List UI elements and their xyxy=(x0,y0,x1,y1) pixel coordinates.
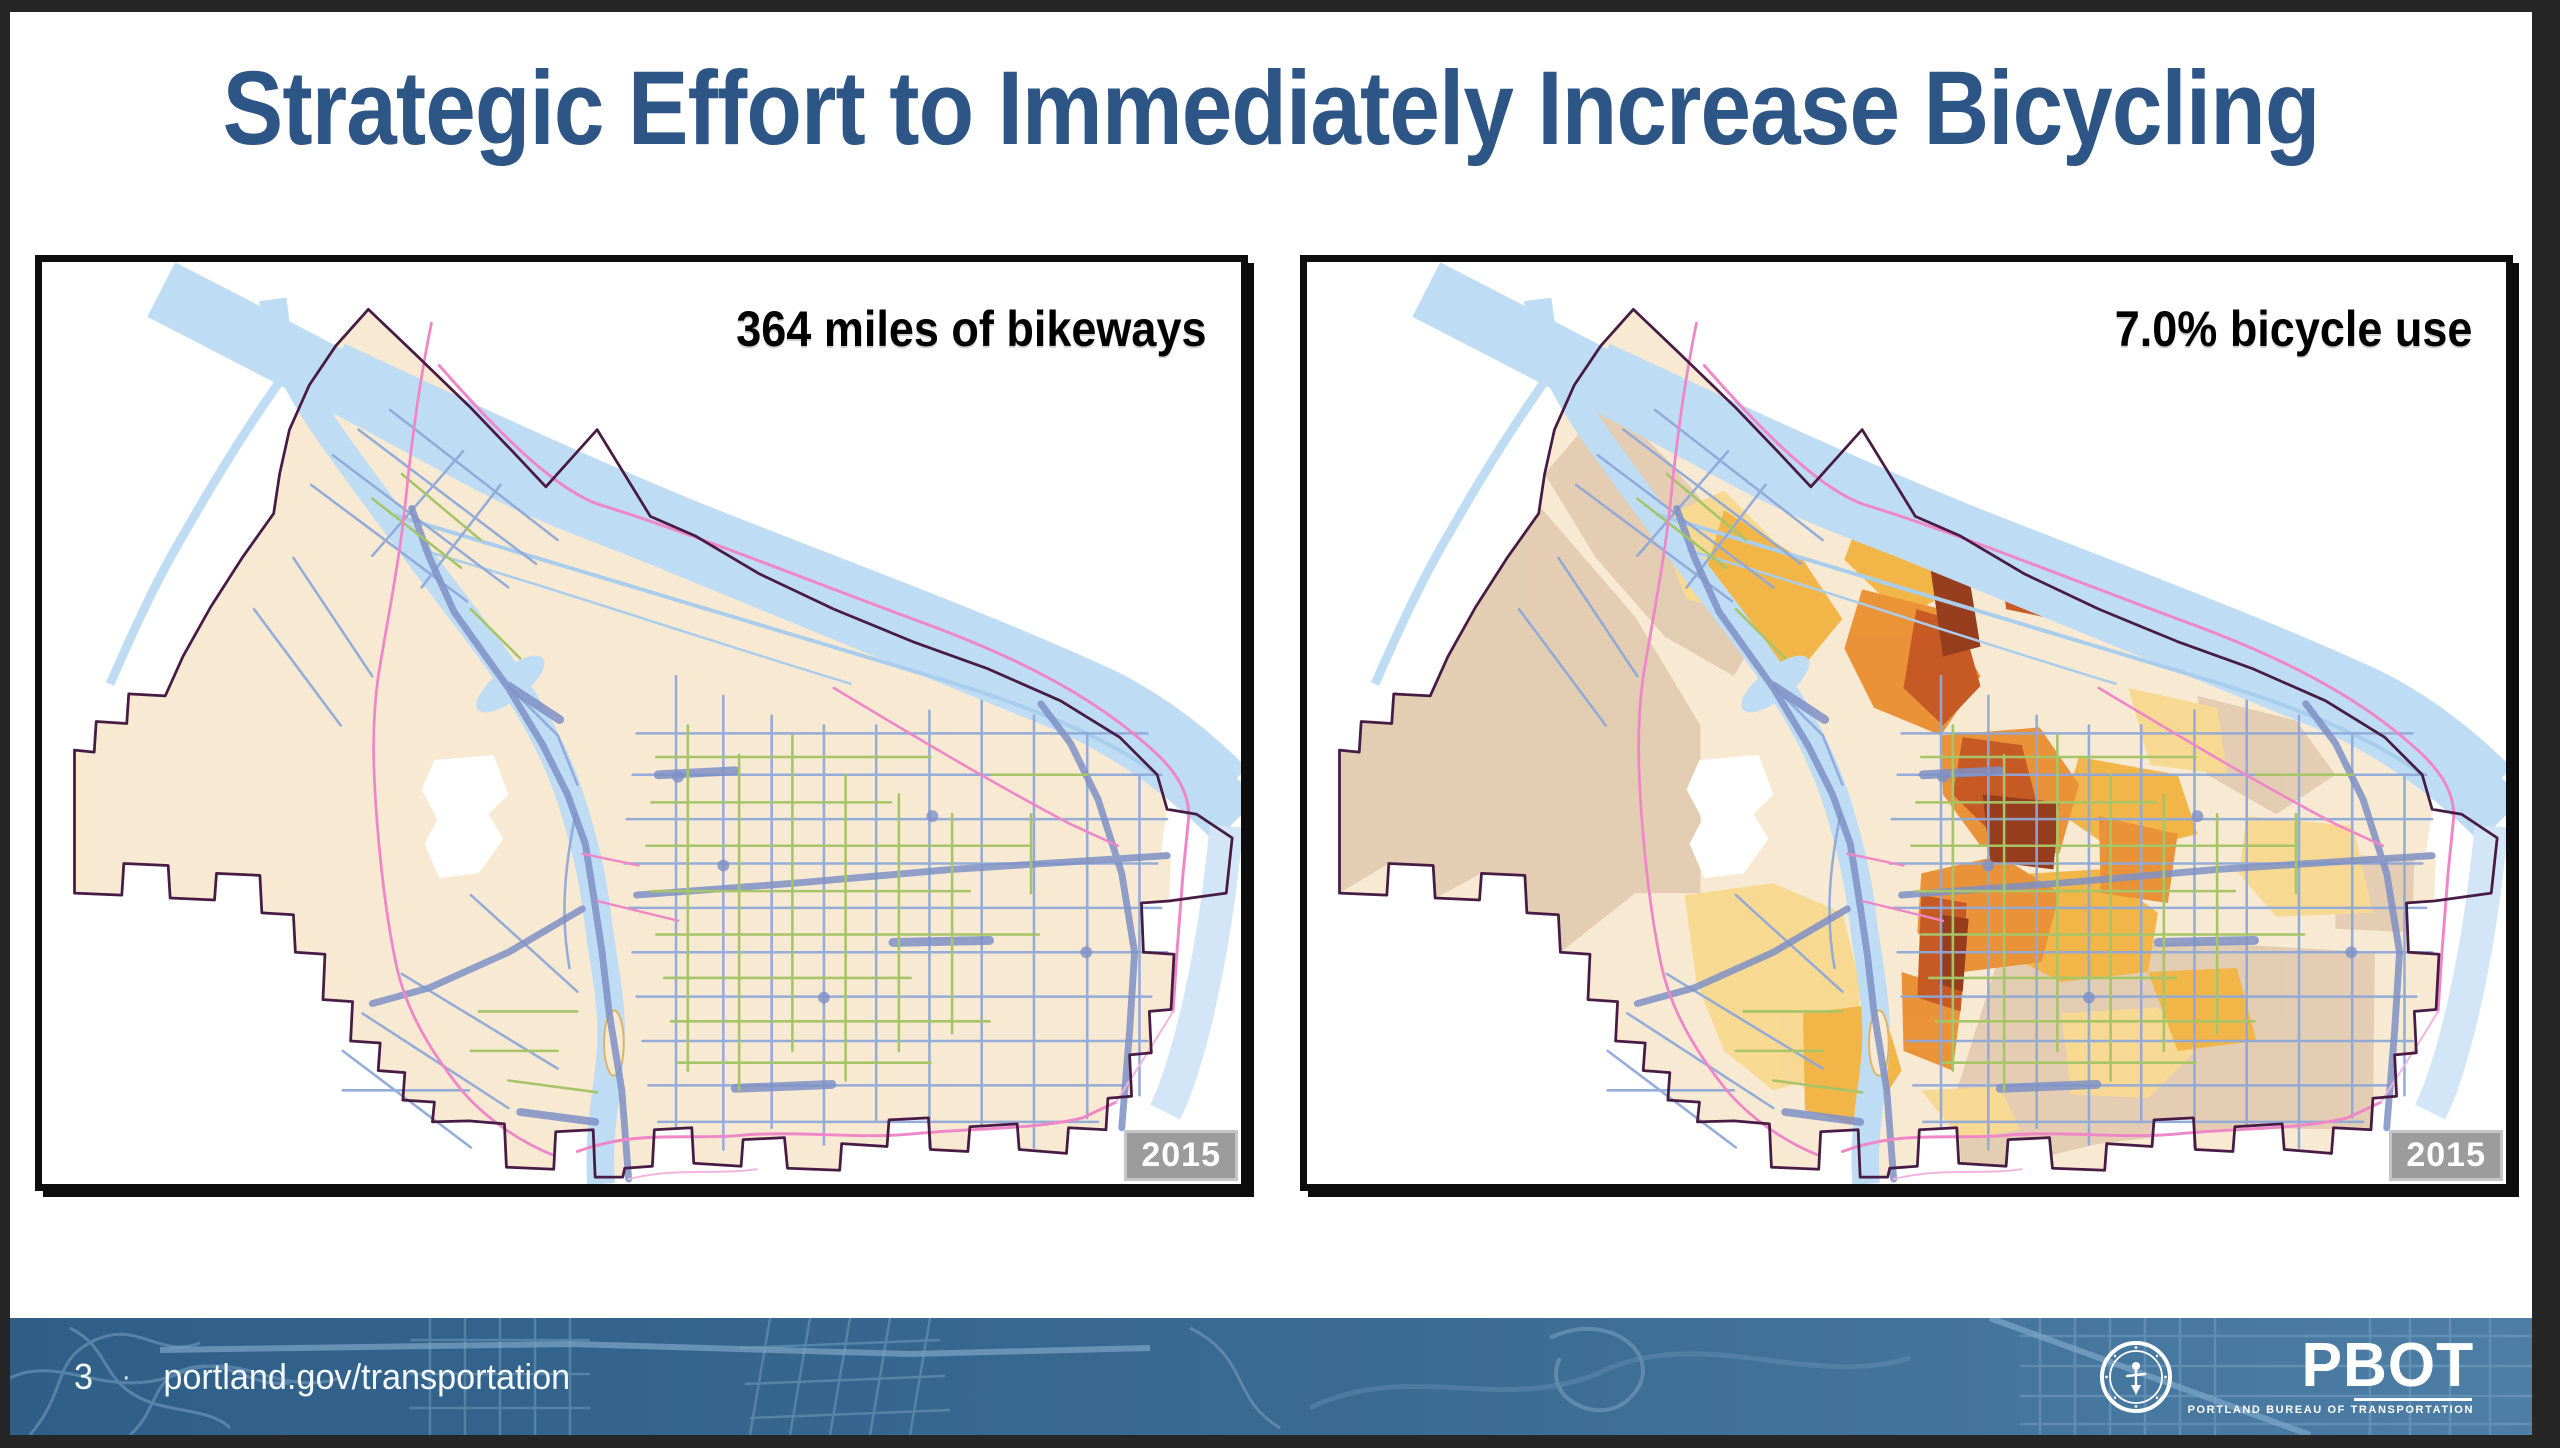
bicycle-use-stat-label: 7.0% bicycle use xyxy=(2114,301,2472,357)
portland-bicycle-use-map xyxy=(1307,262,2506,1184)
pbot-subtitle: PORTLAND BUREAU OF TRANSPORTATION xyxy=(2187,1404,2474,1417)
slide-title: Strategic Effort to Immediately Increase… xyxy=(222,50,2321,167)
slide: Strategic Effort to Immediately Increase… xyxy=(10,12,2532,1435)
footer-url: portland.gov/transportation xyxy=(163,1355,571,1397)
pbot-logo-text: PBOT PORTLAND BUREAU OF TRANSPORTATION xyxy=(2187,1330,2474,1417)
bicycle-use-map-panel: 7.0% bicycle use 2015 xyxy=(1300,255,2513,1191)
bikeways-stat-label: 364 miles of bikeways xyxy=(736,301,1207,357)
bikeways-map-panel: 364 miles of bikeways 2015 xyxy=(35,255,1248,1191)
page-number: 3 xyxy=(74,1355,94,1397)
title-row: Strategic Effort to Immediately Increase… xyxy=(10,50,2532,167)
year-badge: 2015 xyxy=(1124,1130,1238,1181)
map-panels-row: 364 miles of bikeways 2015 7.0% bicycle … xyxy=(35,255,2513,1205)
footer-left: 3 · portland.gov/transportation xyxy=(74,1318,570,1435)
year-badge: 2015 xyxy=(2389,1130,2503,1181)
footer-banner: 3 · portland.gov/transportation xyxy=(10,1318,2532,1435)
portland-city-seal-icon xyxy=(2099,1340,2172,1413)
footer-map-pattern xyxy=(10,1318,2532,1435)
pbot-logo: PBOT PORTLAND BUREAU OF TRANSPORTATION xyxy=(2098,1318,2474,1435)
pbot-acronym: PBOT xyxy=(2301,1330,2474,1400)
logo-underline xyxy=(2354,1398,2472,1402)
separator-dot: · xyxy=(121,1359,132,1393)
portland-bikeways-map xyxy=(42,262,1241,1184)
